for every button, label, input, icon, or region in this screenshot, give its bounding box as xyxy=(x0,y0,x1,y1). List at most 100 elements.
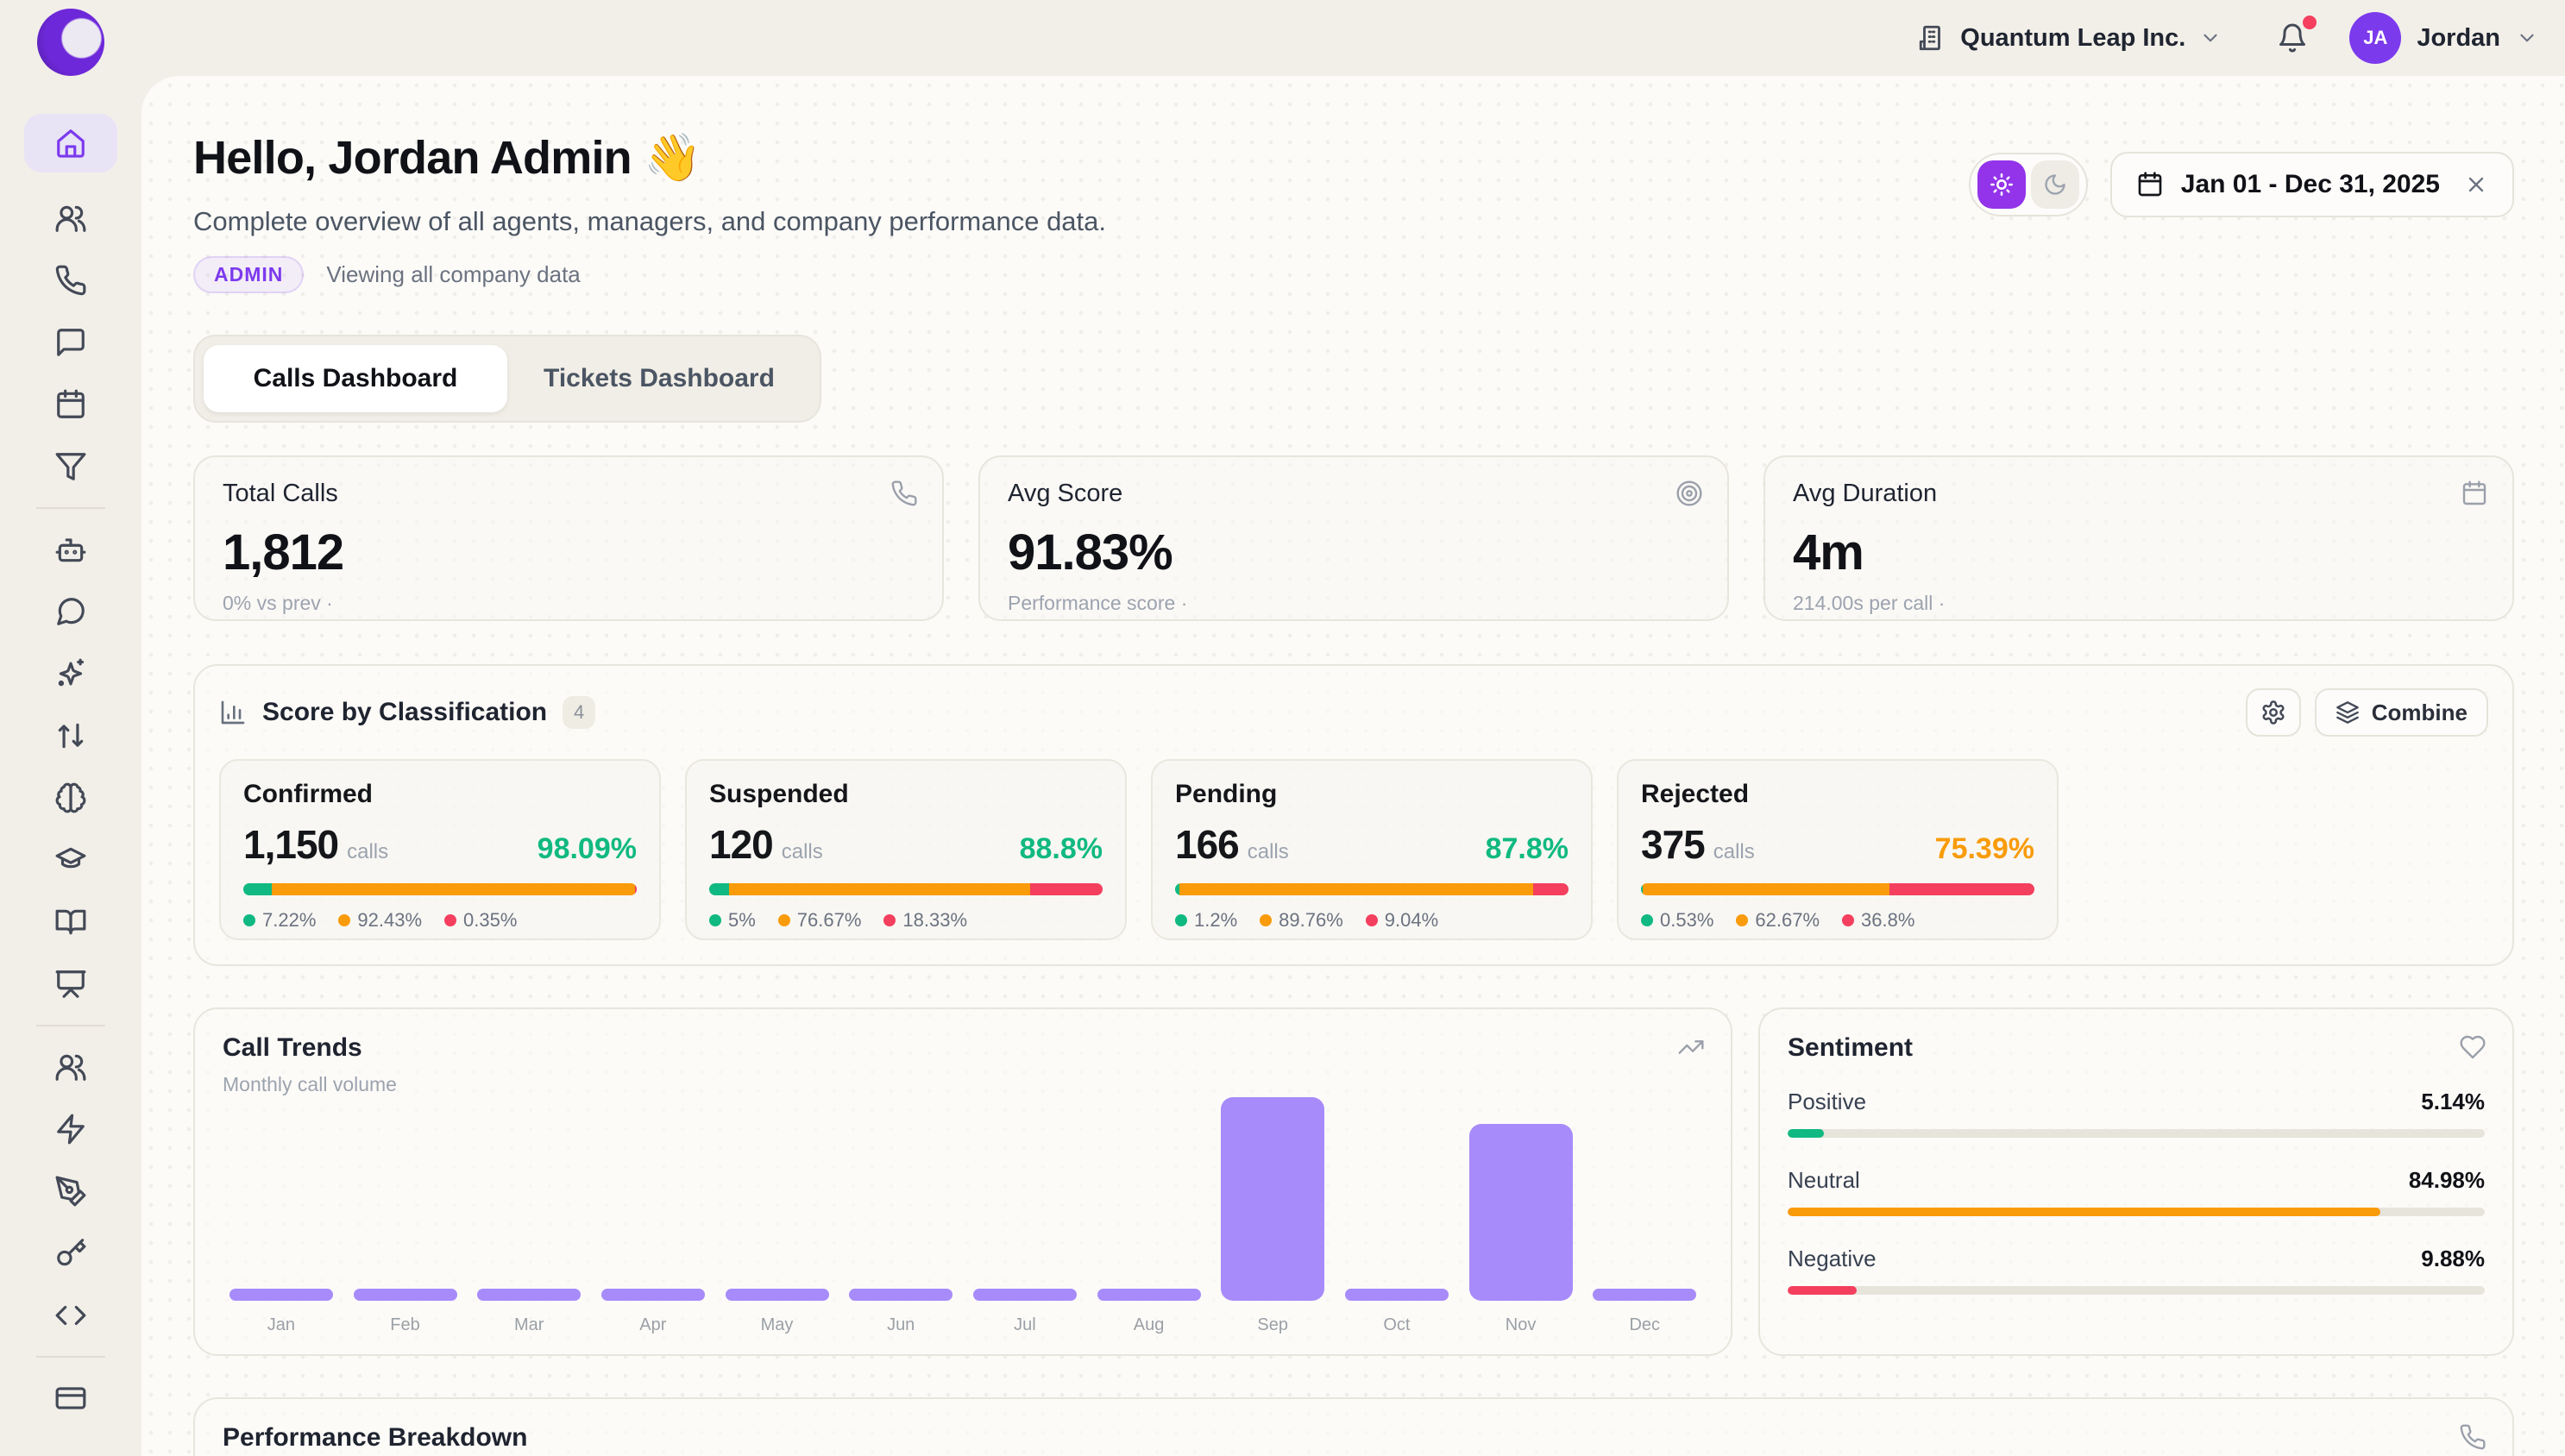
sidebar-item-messages[interactable] xyxy=(54,326,87,359)
chart-bar-slot xyxy=(1335,1289,1459,1301)
sidebar-divider xyxy=(36,1025,105,1026)
legend-text: 62.67% xyxy=(1755,909,1820,932)
sidebar-nav xyxy=(24,114,117,1415)
sidebar-item-training[interactable] xyxy=(54,844,87,876)
classification-card: Confirmed 1,150 calls 98.09% 7.22%92.43%… xyxy=(219,759,661,940)
segment xyxy=(272,883,635,895)
call-trends-subtitle: Monthly call volume xyxy=(223,1073,1703,1096)
chart-bar-slot xyxy=(219,1289,343,1301)
settings-button[interactable] xyxy=(2246,688,2301,737)
legend-text: 9.04% xyxy=(1385,909,1438,932)
date-range-picker[interactable]: Jan 01 - Dec 31, 2025 xyxy=(2110,152,2514,217)
segment xyxy=(1030,883,1103,895)
chart-bar xyxy=(477,1289,581,1301)
combine-button[interactable]: Combine xyxy=(2315,688,2488,737)
classification-card-score: 75.39% xyxy=(1935,832,2034,866)
sidebar-item-automations[interactable] xyxy=(54,1113,87,1145)
light-mode-button[interactable] xyxy=(1977,160,2026,209)
sidebar-item-phone[interactable] xyxy=(54,264,87,297)
classification-card-score: 88.8% xyxy=(1020,832,1103,866)
notifications-button[interactable] xyxy=(2277,22,2308,53)
classification-card-title: Confirmed xyxy=(243,780,637,809)
sidebar-item-library[interactable] xyxy=(54,906,87,938)
sidebar-item-ai[interactable] xyxy=(54,657,87,690)
legend-dot xyxy=(883,914,896,926)
classification-card-calls: 1,150 xyxy=(243,821,338,868)
sentiment-fill xyxy=(1788,1286,1857,1295)
sidebar-item-users[interactable] xyxy=(54,202,87,235)
stat-note: Performance score · xyxy=(1008,592,1700,615)
classification-card-legend: 0.53%62.67%36.8% xyxy=(1641,909,2034,932)
legend-text: 76.67% xyxy=(797,909,862,932)
dashboard-tabs: Calls Dashboard Tickets Dashboard xyxy=(193,335,821,423)
classification-count-badge: 4 xyxy=(563,696,595,729)
dark-mode-button[interactable] xyxy=(2031,160,2079,209)
sentiment-value: 5.14% xyxy=(2421,1089,2485,1115)
sidebar-item-keys[interactable] xyxy=(54,1237,87,1270)
classification-panel: Score by Classification 4 Combine Confir… xyxy=(193,664,2514,966)
classification-cards: Confirmed 1,150 calls 98.09% 7.22%92.43%… xyxy=(219,759,2488,940)
calendar-icon xyxy=(2461,480,2488,507)
sentiment-title: Sentiment xyxy=(1788,1033,2485,1063)
month-label: Feb xyxy=(343,1315,468,1335)
sidebar-item-chat[interactable] xyxy=(54,595,87,628)
sidebar-item-transfers[interactable] xyxy=(54,719,87,752)
segment xyxy=(1179,883,1532,895)
sidebar-item-presentations[interactable] xyxy=(54,968,87,1001)
sidebar-item-bot[interactable] xyxy=(54,533,87,566)
month-label: Sep xyxy=(1210,1315,1335,1335)
filter-icon xyxy=(54,450,87,483)
phone-icon xyxy=(890,480,918,507)
classification-card-legend: 5%76.67%18.33% xyxy=(709,909,1103,932)
segment xyxy=(1533,883,1569,895)
book-open-icon xyxy=(54,906,87,938)
call-trends-bars xyxy=(219,1097,1707,1301)
legend-text: 0.53% xyxy=(1660,909,1713,932)
legend-text: 1.2% xyxy=(1194,909,1237,932)
combine-label: Combine xyxy=(2372,700,2468,726)
chart-bar-slot xyxy=(1459,1124,1583,1301)
clear-date-icon[interactable] xyxy=(2464,173,2488,197)
tab-calls-dashboard[interactable]: Calls Dashboard xyxy=(204,345,507,412)
sidebar-item-teams[interactable] xyxy=(54,1051,87,1083)
sidebar-item-developer[interactable] xyxy=(54,1299,87,1332)
sidebar-item-intelligence[interactable] xyxy=(54,781,87,814)
app-logo[interactable] xyxy=(37,9,104,76)
company-selector[interactable]: Quantum Leap Inc. xyxy=(1917,23,2222,53)
legend-text: 89.76% xyxy=(1279,909,1343,932)
zap-icon xyxy=(54,1113,87,1145)
stat-card-total-calls: Total Calls 1,812 0% vs prev · xyxy=(193,455,944,621)
classification-card-calls-unit: calls xyxy=(1248,840,1289,864)
sidebar-item-billing[interactable] xyxy=(54,1382,87,1415)
users-icon xyxy=(54,202,87,235)
sidebar-item-home[interactable] xyxy=(24,114,117,173)
pen-tool-icon xyxy=(54,1175,87,1208)
performance-breakdown-panel: Performance Breakdown Total Calls Active… xyxy=(193,1397,2514,1456)
segment xyxy=(1889,883,2034,895)
chart-bar-slot xyxy=(467,1289,591,1301)
month-label: May xyxy=(715,1315,839,1335)
tab-tickets-dashboard[interactable]: Tickets Dashboard xyxy=(507,345,811,412)
call-trends-months: JanFebMarAprMayJunJulAugSepOctNovDec xyxy=(219,1315,1707,1335)
user-menu[interactable]: JA Jordan xyxy=(2349,12,2538,64)
classification-card-calls-unit: calls xyxy=(347,840,388,864)
sidebar-item-compose[interactable] xyxy=(54,1175,87,1208)
main-content: Hello, Jordan Admin 👋 Complete overview … xyxy=(141,76,2565,1456)
sentiment-rows: Positive 5.14% Neutral 84.98% Negative 9… xyxy=(1788,1089,2485,1295)
brain-icon xyxy=(54,781,87,814)
chart-bar xyxy=(973,1289,1077,1301)
classification-card-legend: 7.22%92.43%0.35% xyxy=(243,909,637,932)
code-icon xyxy=(54,1299,87,1332)
legend-dot xyxy=(709,914,721,926)
sentiment-fill xyxy=(1788,1129,1824,1138)
classification-card-title: Rejected xyxy=(1641,780,2034,809)
classification-card-calls: 120 xyxy=(709,821,773,868)
legend-item: 0.53% xyxy=(1641,909,1713,932)
sidebar-item-filters[interactable] xyxy=(54,450,87,483)
segment xyxy=(729,883,1031,895)
classification-card-segment-bar xyxy=(709,883,1103,895)
sidebar-item-calendar[interactable] xyxy=(54,388,87,421)
chart-bar-slot xyxy=(1087,1289,1211,1301)
classification-card: Suspended 120 calls 88.8% 5%76.67%18.33% xyxy=(685,759,1127,940)
legend-item: 89.76% xyxy=(1260,909,1343,932)
